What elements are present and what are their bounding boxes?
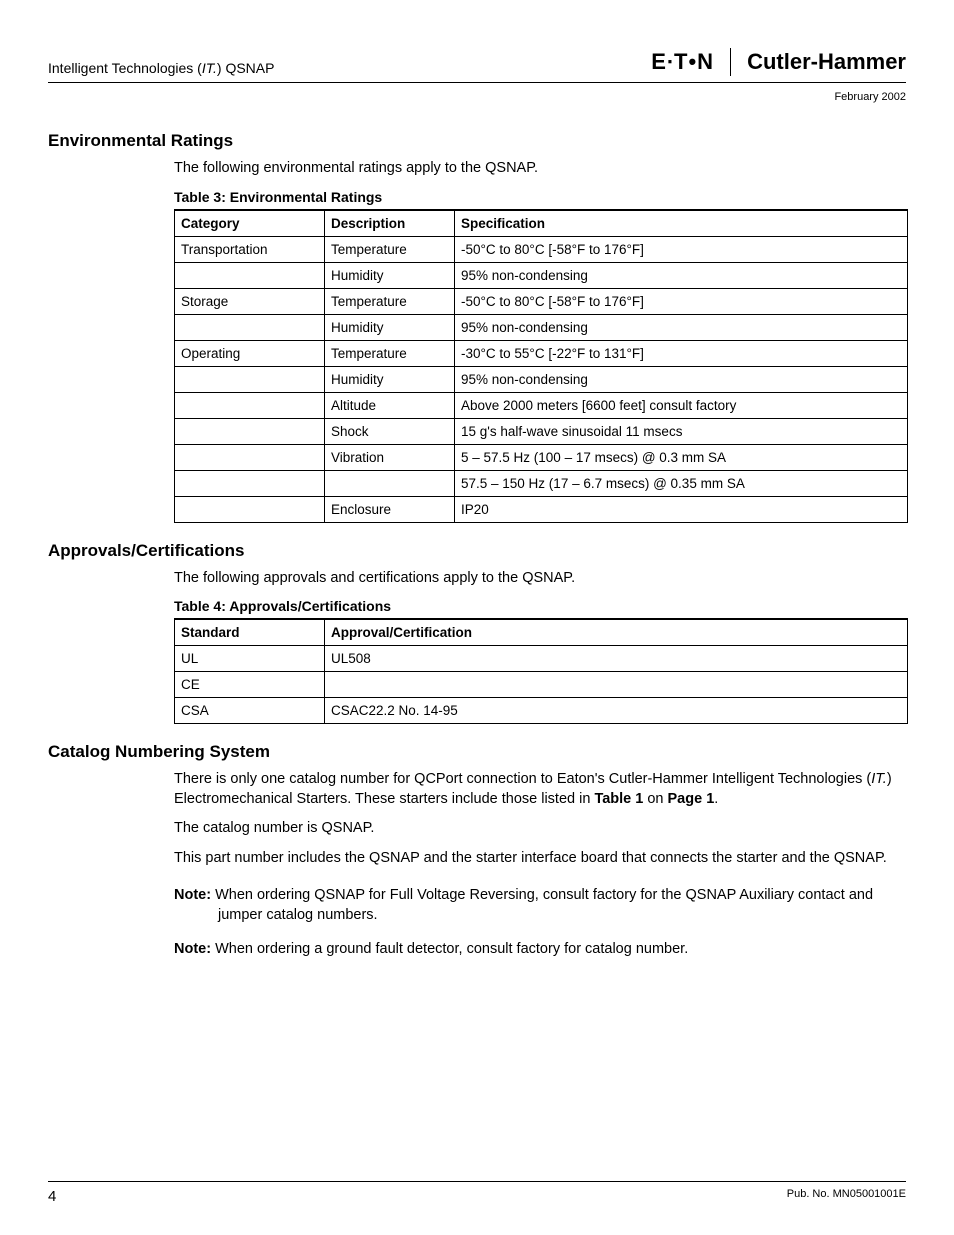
page-number: 4	[48, 1188, 56, 1205]
catalog-p1-bold1: Table 1	[594, 791, 643, 807]
catalog-p1-d: .	[714, 791, 718, 807]
header-text-ital: IT.	[202, 60, 217, 76]
table-cell: 95% non-condensing	[455, 262, 908, 288]
table-cell: 95% non-condensing	[455, 366, 908, 392]
section-title-catalog: Catalog Numbering System	[48, 742, 906, 762]
table-cell: UL	[175, 646, 325, 672]
catalog-note2: Note: When ordering a ground fault detec…	[174, 940, 906, 960]
table-cell: Above 2000 meters [6600 feet] consult fa…	[455, 392, 908, 418]
table-cell: 95% non-condensing	[455, 314, 908, 340]
header-product-title: Intelligent Technologies (IT.) QSNAP	[48, 60, 274, 76]
table-cell: -50°C to 80°C [-58°F to 176°F]	[455, 236, 908, 262]
catalog-p1: There is only one catalog number for QCP…	[174, 770, 906, 809]
table-cell: CSAC22.2 No. 14-95	[325, 698, 908, 724]
table-cell	[175, 366, 325, 392]
table-cell: -50°C to 80°C [-58°F to 176°F]	[455, 288, 908, 314]
table-cell: Humidity	[325, 262, 455, 288]
note-text-1: When ordering QSNAP for Full Voltage Rev…	[211, 887, 873, 923]
table-cell: 15 g's half-wave sinusoidal 11 msecs	[455, 418, 908, 444]
header-text-suffix: ) QSNAP	[217, 60, 275, 76]
table-cell	[175, 392, 325, 418]
logo-divider	[730, 48, 731, 76]
table-row: OperatingTemperature-30°C to 55°C [-22°F…	[175, 340, 908, 366]
table-header-cell: Category	[175, 210, 325, 237]
table-cell	[175, 470, 325, 496]
table-header-cell: Specification	[455, 210, 908, 237]
table-row: StorageTemperature-50°C to 80°C [-58°F t…	[175, 288, 908, 314]
page-footer: 4 Pub. No. MN05001001E	[48, 1181, 906, 1205]
table-row: CE	[175, 672, 908, 698]
table-row: Vibration5 – 57.5 Hz (100 – 17 msecs) @ …	[175, 444, 908, 470]
table3-caption: Table 3: Environmental Ratings	[174, 189, 906, 205]
approvals-table: StandardApproval/CertificationULUL508CEC…	[174, 618, 908, 724]
publication-number: Pub. No. MN05001001E	[787, 1188, 906, 1200]
table-cell: Storage	[175, 288, 325, 314]
table-cell	[175, 418, 325, 444]
table-cell	[325, 470, 455, 496]
table-cell: Vibration	[325, 444, 455, 470]
table-cell	[175, 262, 325, 288]
table-row: CSACSAC22.2 No. 14-95	[175, 698, 908, 724]
table-row: Humidity95% non-condensing	[175, 314, 908, 340]
page-header: Intelligent Technologies (IT.) QSNAP E∙T…	[48, 48, 906, 83]
catalog-p1-ital: IT.	[871, 771, 887, 787]
document-date: February 2002	[48, 91, 906, 103]
table-cell: Altitude	[325, 392, 455, 418]
table-cell: Operating	[175, 340, 325, 366]
cutler-hammer-logo: Cutler-Hammer	[747, 49, 906, 75]
catalog-note1: Note: When ordering QSNAP for Full Volta…	[174, 886, 906, 925]
catalog-p1-c: on	[643, 791, 667, 807]
table-cell: 57.5 – 150 Hz (17 – 6.7 msecs) @ 0.35 mm…	[455, 470, 908, 496]
table-cell: Enclosure	[325, 496, 455, 522]
table-cell: CSA	[175, 698, 325, 724]
env-intro-text: The following environmental ratings appl…	[174, 159, 906, 179]
table-cell: UL508	[325, 646, 908, 672]
table-row: AltitudeAbove 2000 meters [6600 feet] co…	[175, 392, 908, 418]
table-cell	[175, 496, 325, 522]
table-cell: Temperature	[325, 288, 455, 314]
table-row: ULUL508	[175, 646, 908, 672]
table-cell	[175, 314, 325, 340]
table-cell	[175, 444, 325, 470]
table-row: Humidity95% non-condensing	[175, 262, 908, 288]
table-row: Humidity95% non-condensing	[175, 366, 908, 392]
environmental-ratings-table: CategoryDescriptionSpecificationTranspor…	[174, 209, 908, 523]
table-cell: IP20	[455, 496, 908, 522]
section-title-approvals: Approvals/Certifications	[48, 541, 906, 561]
table-row: 57.5 – 150 Hz (17 – 6.7 msecs) @ 0.35 mm…	[175, 470, 908, 496]
table-cell: CE	[175, 672, 325, 698]
table-row: EnclosureIP20	[175, 496, 908, 522]
table-cell: 5 – 57.5 Hz (100 – 17 msecs) @ 0.3 mm SA	[455, 444, 908, 470]
catalog-p3: This part number includes the QSNAP and …	[174, 849, 906, 869]
table-cell: Humidity	[325, 366, 455, 392]
table4-caption: Table 4: Approvals/Certifications	[174, 598, 906, 614]
table-cell: Shock	[325, 418, 455, 444]
table-header-cell: Description	[325, 210, 455, 237]
catalog-p1-bold2: Page 1	[668, 791, 715, 807]
section-title-environmental: Environmental Ratings	[48, 131, 906, 151]
table-cell: Temperature	[325, 340, 455, 366]
table-cell: -30°C to 55°C [-22°F to 131°F]	[455, 340, 908, 366]
table-header-cell: Approval/Certification	[325, 619, 908, 646]
table-row: Shock15 g's half-wave sinusoidal 11 msec…	[175, 418, 908, 444]
catalog-p2: The catalog number is QSNAP.	[174, 819, 906, 839]
header-logos: E∙T•N Cutler-Hammer	[651, 48, 906, 76]
table-row: TransportationTemperature-50°C to 80°C […	[175, 236, 908, 262]
table-cell	[325, 672, 908, 698]
table-cell: Temperature	[325, 236, 455, 262]
note-label-1: Note:	[174, 887, 211, 903]
table-cell: Transportation	[175, 236, 325, 262]
note-label-2: Note:	[174, 941, 211, 957]
catalog-p1-a: There is only one catalog number for QCP…	[174, 771, 871, 787]
note-text-2: When ordering a ground fault detector, c…	[211, 941, 688, 957]
header-text-prefix: Intelligent Technologies (	[48, 60, 202, 76]
table-header-cell: Standard	[175, 619, 325, 646]
eaton-logo: E∙T•N	[651, 49, 714, 75]
table-cell: Humidity	[325, 314, 455, 340]
approvals-intro-text: The following approvals and certificatio…	[174, 569, 906, 589]
